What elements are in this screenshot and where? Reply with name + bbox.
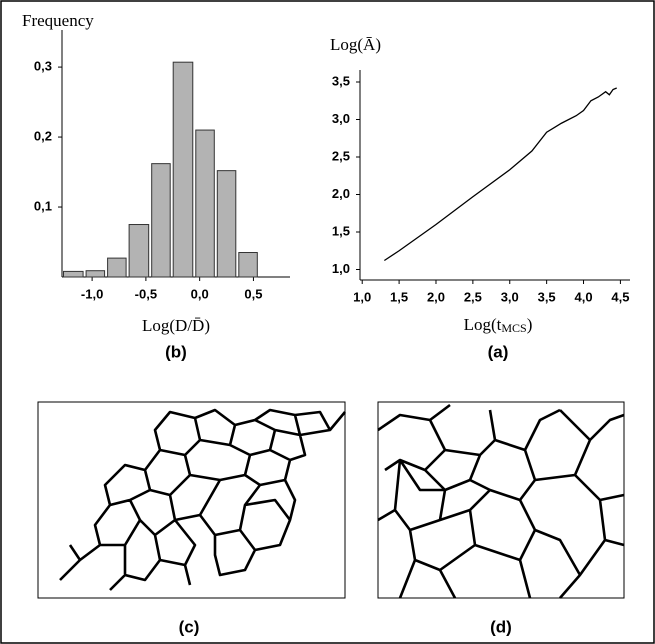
bar xyxy=(108,258,127,277)
y-tick-label: 1,0 xyxy=(332,261,350,276)
bar xyxy=(152,164,171,277)
panel-label: (a) xyxy=(488,342,509,361)
y-axis-label: Frequency xyxy=(22,11,94,30)
bar xyxy=(129,225,149,277)
x-tick-label: 0,5 xyxy=(244,286,262,301)
x-axis-label: Log(D/D̄) xyxy=(142,316,210,335)
x-tick-label: 1,0 xyxy=(353,289,371,304)
panel-label: (d) xyxy=(490,617,512,636)
x-tick-label: 1,5 xyxy=(390,289,408,304)
y-tick-label: 2,0 xyxy=(332,186,350,201)
micrograph-d xyxy=(378,402,624,598)
x-tick-label: 4,0 xyxy=(574,289,592,304)
panel-label: (b) xyxy=(165,342,187,361)
x-tick-label: -1,0 xyxy=(81,286,103,301)
y-tick-label: 1,5 xyxy=(332,223,350,238)
x-tick-label: 4,5 xyxy=(611,289,629,304)
y-tick-label: 3,0 xyxy=(332,111,350,126)
bar xyxy=(217,171,236,277)
x-tick-label: 2,5 xyxy=(464,289,482,304)
x-tick-label: 0,0 xyxy=(191,286,209,301)
y-tick-label: 0,3 xyxy=(34,59,52,74)
x-tick-label: 3,5 xyxy=(538,289,556,304)
bar xyxy=(64,271,84,277)
panel-label: (c) xyxy=(179,617,200,636)
y-tick-label: 2,5 xyxy=(332,148,350,163)
x-tick-label: 2,0 xyxy=(427,289,445,304)
bar xyxy=(239,253,258,277)
y-tick-label: 0,1 xyxy=(34,198,52,213)
bar xyxy=(173,62,193,277)
x-tick-label: -0,5 xyxy=(135,286,157,301)
y-axis-label: Log(Ā) xyxy=(330,35,381,54)
y-tick-label: 0,2 xyxy=(34,128,52,143)
bar xyxy=(196,130,215,277)
micrograph-c xyxy=(38,402,345,598)
bar xyxy=(86,271,105,277)
x-tick-label: 3,0 xyxy=(501,289,519,304)
figure: Frequency Log(D/D̄) (b) Log(Ā) Log(tMCS)… xyxy=(0,0,655,644)
y-tick-label: 3,5 xyxy=(332,73,350,88)
